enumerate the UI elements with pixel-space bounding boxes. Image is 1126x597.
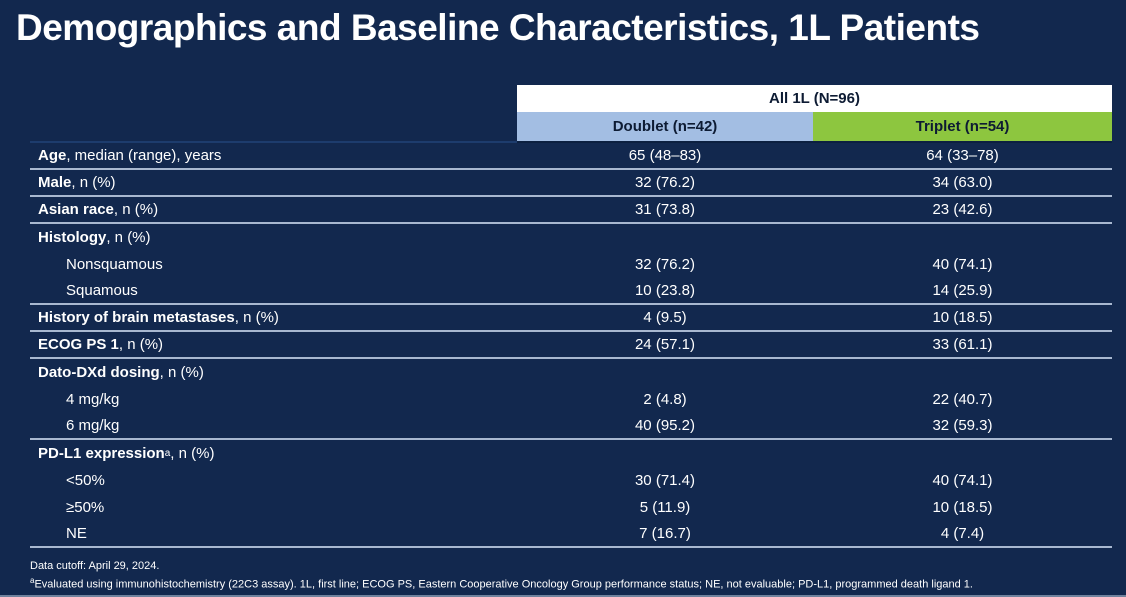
triplet-value: 33 (61.1) bbox=[813, 332, 1112, 359]
triplet-value: 10 (18.5) bbox=[932, 499, 993, 516]
row-label: NE bbox=[30, 521, 517, 548]
triplet-value: 40 (74.1) bbox=[932, 256, 993, 273]
col-header-doublet: Doublet (n=42) bbox=[517, 112, 813, 143]
row-label: 4 mg/kg bbox=[66, 391, 120, 408]
bottom-edge-line bbox=[0, 595, 1126, 597]
row-label: 6 mg/kg bbox=[30, 413, 517, 440]
doublet-value: 10 (23.8) bbox=[517, 278, 813, 305]
triplet-value: 23 (42.6) bbox=[813, 197, 1112, 224]
doublet-value: 32 (76.2) bbox=[517, 170, 813, 197]
doublet-value bbox=[517, 359, 813, 386]
triplet-value: 40 (74.1) bbox=[932, 472, 993, 489]
triplet-value: 64 (33–78) bbox=[813, 143, 1112, 170]
row-label: <50% bbox=[66, 472, 105, 489]
slide-footnotes: Data cutoff: April 29, 2024. aEvaluated … bbox=[30, 560, 1110, 592]
triplet-value: 4 (7.4) bbox=[813, 521, 1112, 548]
triplet-value bbox=[813, 359, 1112, 386]
baseline-characteristics-table: All 1L (N=96) Doublet (n=42) Triplet (n=… bbox=[30, 85, 1112, 548]
triplet-value: 32 (59.3) bbox=[813, 413, 1112, 440]
triplet-value bbox=[813, 224, 1112, 251]
triplet-value bbox=[813, 440, 1112, 467]
doublet-value: 40 (95.2) bbox=[517, 413, 813, 440]
header-spacer bbox=[30, 112, 517, 143]
slide-title: Demographics and Baseline Characteristic… bbox=[16, 7, 980, 48]
doublet-value: 31 (73.8) bbox=[517, 197, 813, 224]
doublet-value bbox=[517, 224, 813, 251]
abbreviations-text: aEvaluated using immunohistochemistry (2… bbox=[30, 574, 1110, 592]
triplet-value: 14 (25.9) bbox=[813, 278, 1112, 305]
row-label: Nonsquamous bbox=[66, 256, 163, 273]
doublet-value bbox=[517, 440, 813, 467]
triplet-value: 10 (18.5) bbox=[813, 305, 1112, 332]
col-header-triplet: Triplet (n=54) bbox=[813, 112, 1112, 143]
row-label: ECOG PS 1, n (%) bbox=[30, 332, 517, 359]
doublet-value: 24 (57.1) bbox=[517, 332, 813, 359]
doublet-value: 4 (9.5) bbox=[517, 305, 813, 332]
row-label: History of brain metastases, n (%) bbox=[30, 305, 517, 332]
row-label: Histology, n (%) bbox=[38, 229, 151, 246]
doublet-value: 2 (4.8) bbox=[643, 391, 687, 408]
footnote-superscript: a bbox=[30, 575, 35, 585]
row-label: PD-L1 expression a, n (%) bbox=[38, 445, 215, 462]
doublet-value: 5 (11.9) bbox=[639, 499, 691, 516]
header-spacer bbox=[30, 85, 517, 112]
row-label: Male, n (%) bbox=[30, 170, 517, 197]
doublet-value: 7 (16.7) bbox=[517, 521, 813, 548]
data-cutoff-text: Data cutoff: April 29, 2024. bbox=[30, 560, 160, 572]
row-label: ≥50% bbox=[66, 499, 105, 516]
row-label: Squamous bbox=[30, 278, 517, 305]
footnote-body: Evaluated using immunohistochemistry (22… bbox=[34, 578, 973, 591]
doublet-value: 65 (48–83) bbox=[517, 143, 813, 170]
triplet-value: 34 (63.0) bbox=[813, 170, 1112, 197]
col-header-all-1l: All 1L (N=96) bbox=[517, 85, 1112, 112]
row-label: Age, median (range), years bbox=[30, 143, 517, 170]
row-label: Dato-DXd dosing, n (%) bbox=[38, 364, 204, 381]
doublet-value: 30 (71.4) bbox=[634, 472, 696, 489]
triplet-value: 22 (40.7) bbox=[932, 391, 993, 408]
doublet-value: 32 (76.2) bbox=[634, 256, 696, 273]
row-label: Asian race, n (%) bbox=[30, 197, 517, 224]
